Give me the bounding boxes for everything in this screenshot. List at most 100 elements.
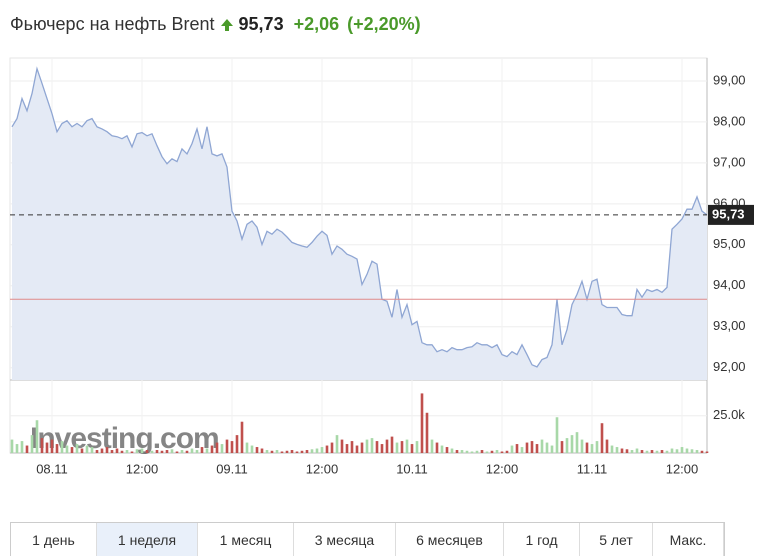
- watermark: Investing.com: [30, 422, 219, 455]
- y-tick-label: 92,00: [713, 359, 746, 374]
- range-button[interactable]: 6 месяцев: [396, 523, 504, 556]
- volume-bar: [440, 445, 444, 453]
- range-button[interactable]: 1 год: [504, 523, 580, 556]
- volume-bar: [420, 393, 424, 453]
- volume-bar: [95, 450, 99, 453]
- volume-bar: [80, 448, 84, 453]
- volume-bar: [45, 442, 49, 453]
- volume-bar: [385, 439, 389, 453]
- volume-bar: [300, 450, 304, 453]
- range-button[interactable]: 1 неделя: [97, 523, 198, 556]
- volume-bar: [290, 450, 294, 453]
- price-area: [12, 68, 707, 380]
- volume-bar: [470, 451, 474, 453]
- x-tick-label: 11.11: [577, 461, 608, 476]
- volume-bar: [305, 450, 309, 453]
- volume-bar: [650, 450, 654, 453]
- volume-bar: [425, 412, 429, 453]
- volume-bar: [390, 436, 394, 453]
- volume-bar: [35, 420, 39, 453]
- volume-bar: [580, 439, 584, 453]
- y-tick-label: 25.0k: [713, 407, 745, 422]
- volume-bar: [220, 444, 224, 453]
- volume-bar: [435, 442, 439, 453]
- volume-bar: [255, 447, 259, 453]
- volume-bar: [190, 448, 194, 453]
- x-tick-label: 12:00: [126, 461, 159, 476]
- volume-bar: [165, 450, 169, 453]
- volume-bar: [555, 417, 559, 453]
- volume-bar: [705, 451, 709, 453]
- volume-bar: [65, 445, 69, 453]
- volume-bar: [405, 439, 409, 453]
- volume-bar: [200, 447, 204, 453]
- volume-bar: [490, 450, 494, 453]
- volume-bar: [560, 441, 564, 453]
- volume-bar: [145, 450, 149, 453]
- volume-bar: [565, 438, 569, 453]
- volume-bar: [400, 441, 404, 453]
- volume-bar: [60, 441, 64, 453]
- volume-bar: [450, 448, 454, 453]
- volume-bar: [570, 435, 574, 453]
- volume-bar: [285, 450, 289, 453]
- volume-bar: [700, 450, 704, 453]
- volume-bar: [10, 439, 14, 453]
- volume-bar: [180, 450, 184, 453]
- volume-bar: [260, 448, 264, 453]
- volume-bar: [530, 441, 534, 453]
- range-button[interactable]: 3 месяца: [294, 523, 396, 556]
- volume-bar: [630, 450, 634, 453]
- volume-bar: [615, 447, 619, 453]
- volume-bar: [250, 445, 254, 453]
- volume-bar: [320, 447, 324, 453]
- x-tick-label: 12:00: [306, 461, 339, 476]
- volume-bar: [195, 450, 199, 453]
- volume-bar: [520, 447, 524, 453]
- volume-bar: [50, 439, 54, 453]
- volume-bar: [655, 450, 659, 453]
- x-tick-label: 09.11: [216, 461, 248, 476]
- volume-bar: [340, 439, 344, 453]
- volume-bar: [510, 445, 514, 453]
- volume-bar: [485, 451, 489, 453]
- change-pct: (+2,20%): [347, 14, 421, 34]
- volume-bar: [460, 450, 464, 453]
- volume-bar: [105, 447, 109, 453]
- range-button[interactable]: 1 месяц: [198, 523, 294, 556]
- volume-bar: [660, 450, 664, 453]
- volume-bar: [350, 441, 354, 453]
- volume-bar: [185, 450, 189, 453]
- volume-bar: [155, 450, 159, 453]
- range-button[interactable]: 1 день: [11, 523, 97, 556]
- title: Фьючерс на нефть Brent: [10, 14, 215, 34]
- volume-bar: [265, 450, 269, 453]
- volume-bar: [575, 432, 579, 453]
- y-tick-label: 99,00: [713, 72, 746, 87]
- price: 95,73: [238, 14, 284, 34]
- volume-bar: [620, 448, 624, 453]
- volume-bar: [345, 444, 349, 453]
- volume-bar: [640, 450, 644, 453]
- volume-bar: [325, 445, 329, 453]
- volume-bar: [90, 447, 94, 453]
- x-tick-label: 08.11: [36, 461, 68, 476]
- volume-bar: [150, 450, 154, 453]
- range-button[interactable]: 5 лет: [580, 523, 653, 556]
- volume-bar: [330, 442, 334, 453]
- volume-bar: [545, 442, 549, 453]
- volume-bar: [140, 448, 144, 453]
- volume-bar: [240, 421, 244, 453]
- y-tick-label: 94,00: [713, 277, 746, 292]
- volume-bar: [335, 435, 339, 453]
- volume-bar: [465, 450, 469, 453]
- volume-bar: [85, 445, 89, 453]
- range-button[interactable]: Макс.: [653, 523, 724, 556]
- volume-bar: [135, 449, 139, 453]
- volume-bar: [395, 442, 399, 453]
- volume-bar: [670, 448, 674, 453]
- volume-bar: [120, 450, 124, 453]
- volume-bar: [355, 445, 359, 453]
- volume-bar: [380, 444, 384, 453]
- volume-bar: [25, 445, 29, 453]
